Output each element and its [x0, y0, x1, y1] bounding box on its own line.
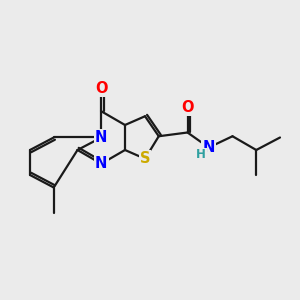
Text: O: O	[95, 81, 107, 96]
Text: S: S	[140, 151, 150, 166]
Text: N: N	[202, 140, 215, 155]
Text: N: N	[95, 130, 107, 145]
Text: N: N	[95, 156, 107, 171]
Text: O: O	[181, 100, 194, 115]
Text: H: H	[196, 148, 206, 161]
